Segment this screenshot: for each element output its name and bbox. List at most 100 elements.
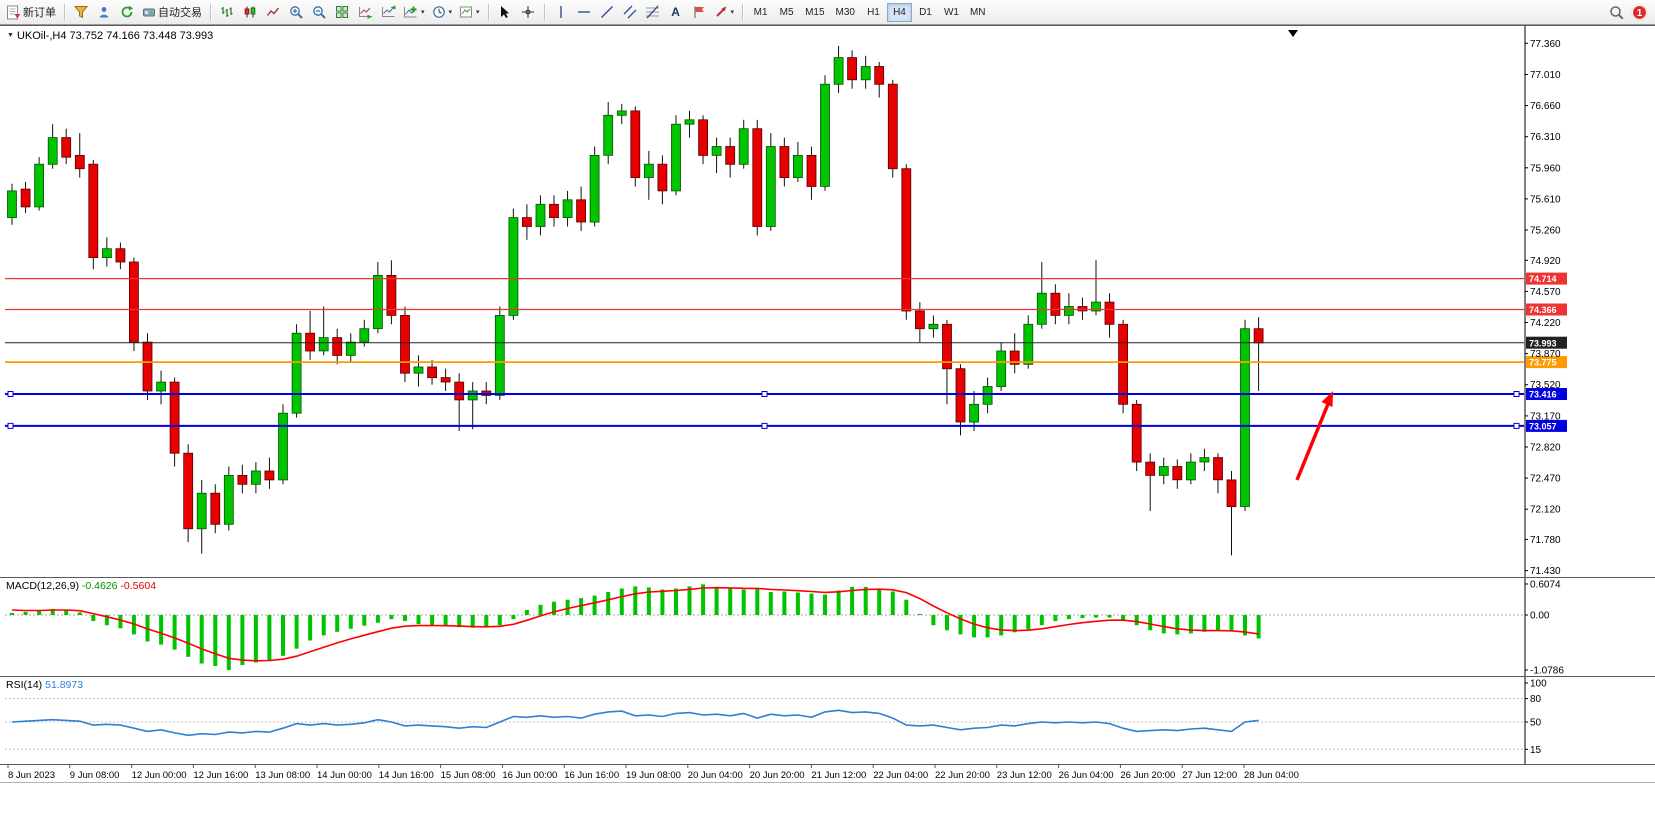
svg-text:72.820: 72.820 — [1530, 443, 1561, 454]
crosshair-button[interactable] — [517, 2, 539, 22]
search-button[interactable] — [1605, 2, 1627, 22]
collapse-triangle-icon[interactable]: ▼ — [7, 32, 14, 39]
text-button[interactable]: A — [665, 2, 687, 22]
svg-text:73.170: 73.170 — [1530, 411, 1561, 422]
svg-text:-1.0786: -1.0786 — [1530, 666, 1564, 677]
svg-text:21 Jun 12:00: 21 Jun 12:00 — [811, 770, 866, 781]
svg-text:15 Jun 08:00: 15 Jun 08:00 — [441, 770, 496, 781]
svg-text:75.610: 75.610 — [1530, 194, 1561, 205]
zoom-out-button[interactable] — [308, 2, 330, 22]
notification-badge[interactable]: 1 — [1632, 4, 1647, 20]
svg-text:14 Jun 16:00: 14 Jun 16:00 — [379, 770, 434, 781]
svg-text:74.920: 74.920 — [1530, 256, 1561, 267]
arrow-object-icon — [715, 6, 727, 17]
vertical-line-button[interactable] — [550, 2, 572, 22]
new-order-button[interactable]: 新订单 — [3, 2, 59, 22]
vertical-line-icon — [559, 6, 562, 18]
auto-scroll-button[interactable] — [354, 2, 376, 22]
svg-text:0.6074: 0.6074 — [1530, 580, 1561, 591]
svg-text:73.520: 73.520 — [1530, 380, 1561, 391]
svg-text:74.366: 74.366 — [1529, 305, 1557, 315]
trendline-button[interactable] — [596, 2, 618, 22]
line-chart-icon — [266, 7, 280, 16]
arrows-button[interactable]: ▾ — [711, 2, 738, 22]
symbol-name: UKOil-,H4 — [16, 30, 67, 42]
svg-text:26 Jun 04:00: 26 Jun 04:00 — [1059, 770, 1114, 781]
chevron-down-icon: ▾ — [421, 9, 425, 16]
toolbar: 新订单 自动交易 ▾ ▾ — [0, 0, 1655, 25]
timeframe-mn-button[interactable]: MN — [965, 3, 991, 22]
svg-text:80: 80 — [1530, 694, 1542, 705]
rsi-chart[interactable]: 100 80 50 15 — [0, 677, 1655, 764]
svg-text:100: 100 — [1530, 679, 1547, 690]
bar-chart-button[interactable] — [216, 2, 238, 22]
label-flag-icon — [694, 6, 704, 18]
macd-name: MACD(12,26,9) — [6, 580, 79, 592]
chart-shift-button[interactable] — [377, 2, 399, 22]
timeframe-d1-button[interactable]: D1 — [913, 3, 938, 22]
timeframe-m5-button[interactable]: M5 — [774, 3, 799, 22]
auto-trading-button[interactable]: 自动交易 — [139, 2, 205, 22]
zoom-in-button[interactable] — [285, 2, 307, 22]
svg-text:27 Jun 12:00: 27 Jun 12:00 — [1182, 770, 1237, 781]
svg-text:0.00: 0.00 — [1530, 611, 1550, 622]
timeframe-m30-button[interactable]: M30 — [831, 3, 860, 22]
svg-text:14 Jun 00:00: 14 Jun 00:00 — [317, 770, 372, 781]
label-button[interactable] — [688, 2, 710, 22]
funnel-icon — [74, 6, 88, 19]
svg-text:19 Jun 08:00: 19 Jun 08:00 — [626, 770, 681, 781]
periods-button[interactable]: ▾ — [429, 2, 456, 22]
channel-icon — [623, 5, 637, 19]
auto-trading-label: 自动交易 — [158, 7, 202, 19]
filter-button[interactable] — [70, 2, 92, 22]
zoom-out-icon — [312, 5, 326, 19]
refresh-button[interactable] — [116, 2, 138, 22]
toolbar-separator — [543, 3, 545, 21]
chevron-down-icon: ▾ — [448, 9, 453, 16]
channel-button[interactable] — [619, 2, 641, 22]
timeframe-h1-button[interactable]: H1 — [861, 3, 886, 22]
rsi-label: RSI(14) 51.8973 — [6, 679, 83, 691]
signals-button[interactable] — [93, 2, 115, 22]
zoom-in-icon — [289, 5, 303, 19]
template-icon — [460, 6, 473, 18]
svg-text:22 Jun 04:00: 22 Jun 04:00 — [873, 770, 928, 781]
macd-signal-value: -0.5604 — [120, 580, 157, 592]
indicators-button[interactable]: ▾ — [400, 2, 428, 22]
time-axis[interactable]: 8 Jun 2023 9 Jun 08:00 12 Jun 00:00 12 Jun … — [0, 765, 1655, 783]
timeframe-w1-button[interactable]: W1 — [939, 3, 964, 22]
tile-windows-button[interactable] — [331, 2, 353, 22]
chevron-down-icon: ▾ — [730, 9, 735, 16]
macd-chart[interactable]: 0.6074 0.00 -1.0786 — [0, 578, 1655, 676]
svg-text:16 Jun 00:00: 16 Jun 00:00 — [502, 770, 557, 781]
svg-text:12 Jun 16:00: 12 Jun 16:00 — [193, 770, 248, 781]
cursor-button[interactable] — [494, 2, 516, 22]
candlestick-icon — [244, 6, 256, 18]
horizontal-line-button[interactable] — [573, 2, 595, 22]
line-chart-button[interactable] — [262, 2, 284, 22]
svg-text:74.220: 74.220 — [1530, 318, 1561, 329]
horizontal-line-icon — [577, 11, 590, 13]
arrow-annotation — [1295, 403, 1330, 481]
timeframe-h4-button[interactable]: H4 — [886, 2, 912, 22]
svg-text:73.416: 73.416 — [1529, 390, 1557, 400]
svg-text:8 Jun 2023: 8 Jun 2023 — [8, 770, 55, 781]
chart-window: 74.714 74.366 73.993 73.775 73.416 73.057 77.3… — [0, 25, 1655, 783]
rsi-name: RSI(14) — [6, 679, 43, 691]
main-chart-panel: 74.714 74.366 73.993 73.775 73.416 73.057 77.3… — [0, 25, 1655, 578]
timeframe-m1-button[interactable]: M1 — [748, 3, 773, 22]
toolbar-separator — [210, 3, 211, 21]
svg-text:72.120: 72.120 — [1530, 505, 1561, 516]
timeframe-m15-button[interactable]: M15 — [800, 3, 829, 22]
svg-text:16 Jun 16:00: 16 Jun 16:00 — [564, 770, 619, 781]
svg-text:9 Jun 08:00: 9 Jun 08:00 — [70, 770, 120, 781]
candlestick-chart[interactable]: 74.714 74.366 73.993 73.775 73.416 73.057 77.3… — [0, 26, 1655, 578]
candlestick-chart-button[interactable] — [239, 2, 261, 22]
svg-text:73.057: 73.057 — [1529, 422, 1557, 432]
ohlc-values: 73.752 74.166 73.448 73.993 — [69, 30, 214, 42]
templates-button[interactable]: ▾ — [456, 2, 483, 22]
svg-text:77.360: 77.360 — [1530, 39, 1561, 50]
fibonacci-button[interactable] — [642, 2, 664, 22]
svg-text:73.993: 73.993 — [1529, 338, 1557, 348]
bar-chart-icon — [221, 7, 233, 17]
